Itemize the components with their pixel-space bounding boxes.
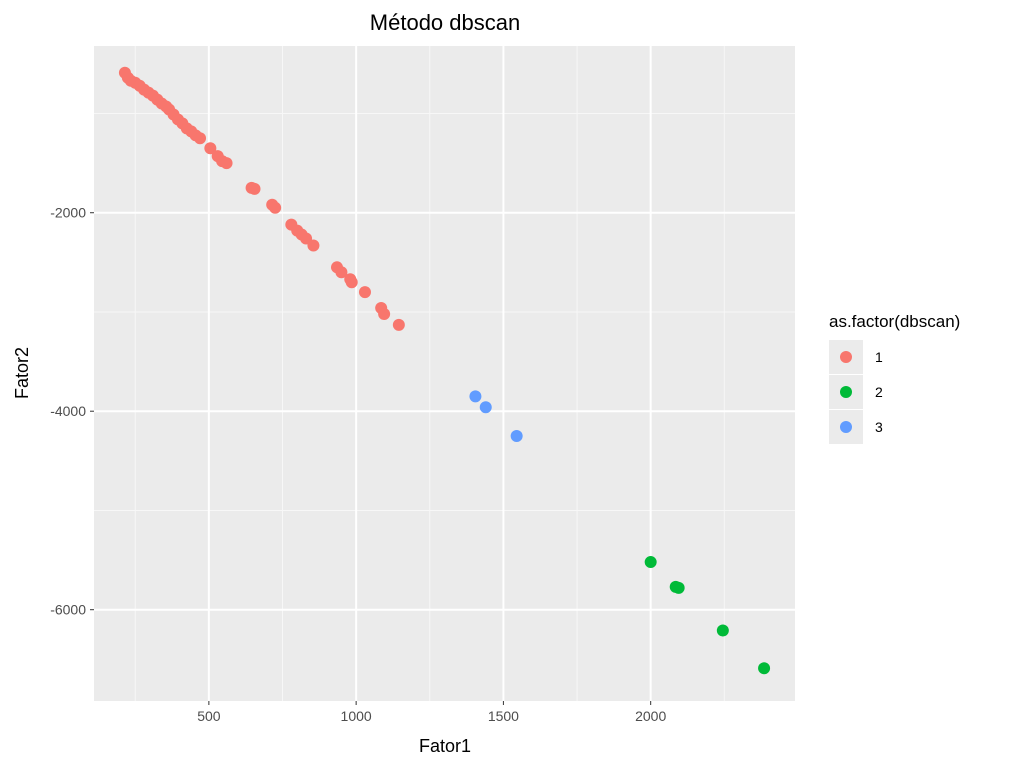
y-tick-label: -6000 bbox=[50, 602, 86, 618]
legend-key-2 bbox=[840, 386, 852, 398]
x-tick-label: 1500 bbox=[488, 708, 519, 724]
minor-gridlines bbox=[94, 46, 795, 701]
legend-key-1 bbox=[840, 351, 852, 363]
legend-label-3: 3 bbox=[875, 419, 883, 435]
point-cluster-1 bbox=[335, 266, 348, 279]
point-cluster-2 bbox=[644, 556, 657, 569]
point-cluster-1 bbox=[248, 182, 261, 195]
data-points bbox=[118, 66, 771, 675]
point-cluster-2 bbox=[672, 581, 685, 594]
x-axis-title: Fator1 bbox=[419, 736, 471, 756]
legend-label-1: 1 bbox=[875, 349, 883, 365]
y-axis-title: Fator2 bbox=[12, 347, 32, 399]
point-cluster-1 bbox=[220, 157, 233, 170]
chart-title: Método dbscan bbox=[370, 10, 520, 35]
legend-items: 1 2 3 bbox=[829, 340, 883, 444]
y-tick-label: -4000 bbox=[50, 403, 86, 419]
point-cluster-1 bbox=[269, 201, 282, 214]
legend: as.factor(dbscan) 1 2 3 bbox=[829, 312, 960, 444]
point-cluster-1 bbox=[358, 286, 371, 299]
plot-panel bbox=[94, 46, 795, 701]
y-axis-ticks: -2000 -4000 -6000 bbox=[50, 205, 94, 618]
major-gridlines bbox=[94, 46, 795, 701]
point-cluster-1 bbox=[378, 307, 391, 320]
x-tick-label: 2000 bbox=[635, 708, 666, 724]
point-cluster-1 bbox=[194, 132, 207, 145]
legend-label-2: 2 bbox=[875, 384, 883, 400]
point-cluster-3 bbox=[469, 390, 482, 403]
point-cluster-1 bbox=[307, 239, 320, 252]
x-tick-label: 500 bbox=[197, 708, 221, 724]
point-cluster-1 bbox=[204, 142, 217, 155]
point-cluster-3 bbox=[479, 401, 492, 414]
point-cluster-2 bbox=[758, 662, 771, 675]
point-cluster-3 bbox=[510, 430, 523, 443]
y-tick-label: -2000 bbox=[50, 205, 86, 221]
point-cluster-1 bbox=[345, 276, 358, 289]
point-cluster-1 bbox=[392, 318, 405, 331]
legend-title: as.factor(dbscan) bbox=[829, 312, 960, 331]
x-tick-label: 1000 bbox=[341, 708, 372, 724]
point-cluster-2 bbox=[716, 624, 729, 637]
legend-key-3 bbox=[840, 421, 852, 433]
x-axis-ticks: 500 1000 1500 2000 bbox=[197, 701, 666, 724]
